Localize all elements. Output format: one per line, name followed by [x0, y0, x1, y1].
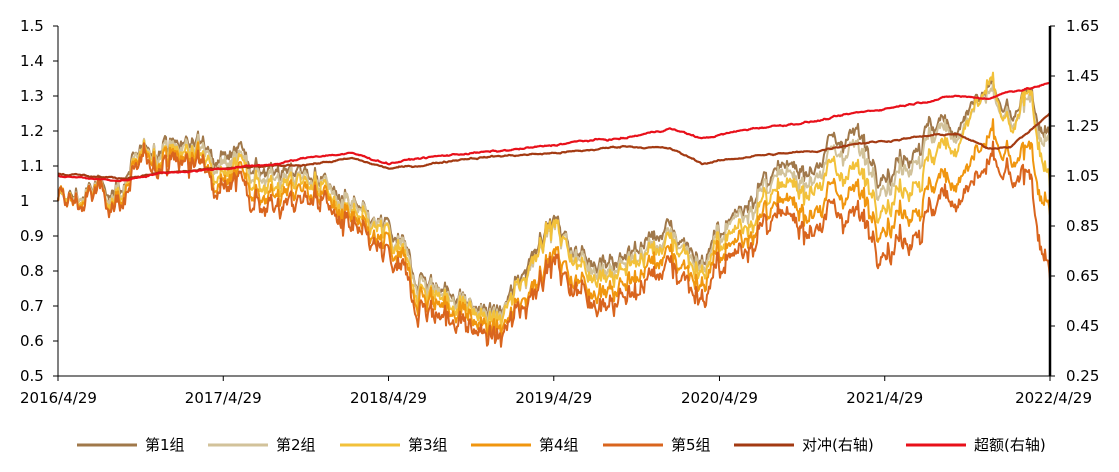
right-tick-label: 1.05	[1066, 167, 1099, 185]
left-tick-label: 1.2	[20, 122, 44, 140]
left-tick-label: 1.3	[20, 87, 44, 105]
series-line-4	[57, 118, 1051, 340]
legend-label-1: 第1组	[145, 436, 185, 454]
left-tick-label: 0.7	[20, 297, 44, 315]
x-tick-label: 2016/4/29	[20, 389, 97, 407]
series-line-5	[57, 140, 1051, 348]
legend-label-6: 对冲(右轴)	[802, 436, 874, 454]
x-tick-label: 2020/4/29	[681, 389, 758, 407]
left-tick-label: 1.4	[20, 52, 44, 70]
axes: 0.5 0.6 0.7 0.8 0.9 1 1.1 1.2 1.3 1.4 1.5 0.25 0.45 0…	[20, 17, 1099, 407]
left-tick-label: 0.8	[20, 262, 44, 280]
left-tick-label: 0.5	[20, 367, 44, 385]
right-tick-label: 1.45	[1066, 67, 1099, 85]
x-tick-label: 2017/4/29	[185, 389, 262, 407]
x-tick-label: 2021/4/29	[846, 389, 923, 407]
left-tick-label: 0.6	[20, 332, 44, 350]
right-tick-label: 0.45	[1066, 317, 1099, 335]
x-tick-label: 2019/4/29	[515, 389, 592, 407]
legend-label-2: 第2组	[276, 436, 316, 454]
x-tick-label: 2018/4/29	[350, 389, 427, 407]
right-tick-label: 0.85	[1066, 217, 1099, 235]
right-tick-label: 0.65	[1066, 267, 1099, 285]
right-tick-label: 0.25	[1066, 367, 1099, 385]
series-line-1	[57, 76, 1051, 319]
x-tick-label: 2022/4/29	[1015, 389, 1092, 407]
right-tick-label: 1.25	[1066, 117, 1099, 135]
left-tick-label: 1.1	[20, 157, 44, 175]
left-tick-label: 1.5	[20, 17, 44, 35]
legend-label-7: 超额(右轴)	[974, 436, 1046, 454]
legend-label-5: 第5组	[671, 436, 711, 454]
series-line-7	[57, 81, 1051, 183]
left-tick-label: 0.9	[20, 227, 44, 245]
legend-label-3: 第3组	[408, 436, 448, 454]
legend-label-4: 第4组	[539, 436, 579, 454]
legend: 第1组 第2组 第3组 第4组 第5组 对冲(右轴) 超额(右轴)	[77, 436, 1046, 454]
left-tick-label: 1	[20, 192, 30, 210]
plot-lines	[57, 71, 1051, 348]
series-line-3	[57, 71, 1051, 332]
right-tick-label: 1.65	[1066, 17, 1099, 35]
